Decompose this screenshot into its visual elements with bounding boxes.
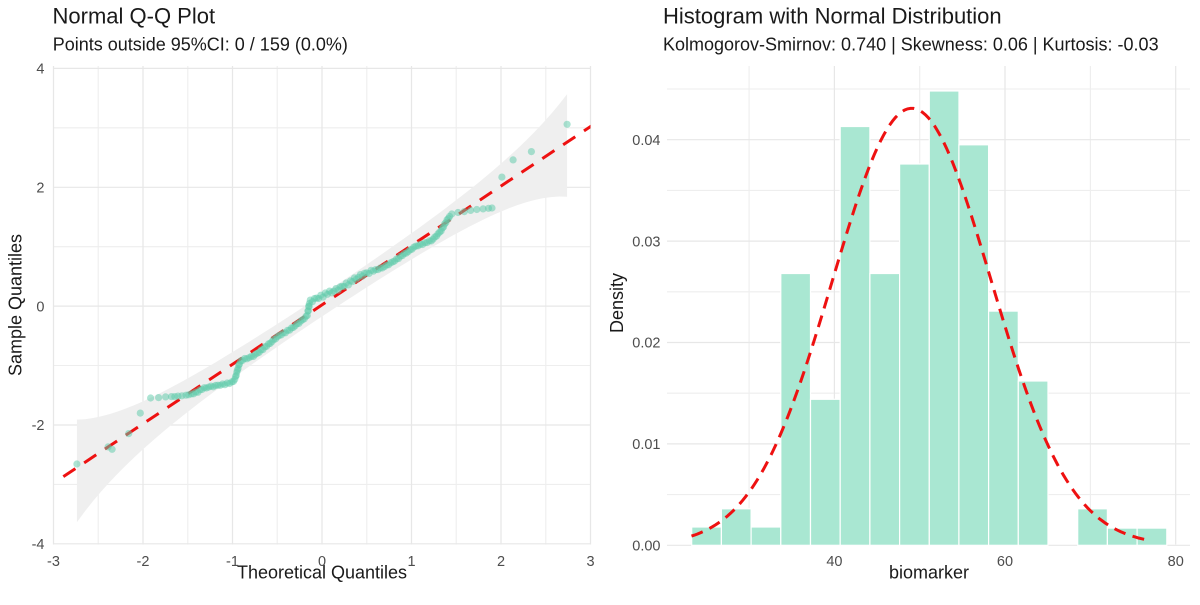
svg-text:Normal Q-Q Plot: Normal Q-Q Plot: [53, 4, 216, 29]
svg-text:2: 2: [36, 181, 44, 197]
svg-text:Sample Quantiles: Sample Quantiles: [6, 234, 26, 376]
svg-text:-3: -3: [47, 554, 60, 570]
svg-text:1: 1: [407, 554, 415, 570]
svg-text:0: 0: [318, 554, 326, 570]
svg-text:0.03: 0.03: [632, 234, 660, 250]
svg-text:Histogram with Normal Distribu: Histogram with Normal Distribution: [663, 4, 1002, 29]
svg-text:Theoretical Quantiles: Theoretical Quantiles: [237, 563, 407, 583]
svg-text:0.04: 0.04: [632, 133, 660, 149]
svg-text:0.01: 0.01: [632, 437, 660, 453]
svg-text:-1: -1: [226, 554, 239, 570]
svg-text:Kolmogorov-Smirnov: 0.740 | Sk: Kolmogorov-Smirnov: 0.740 | Skewness: 0.…: [663, 35, 1159, 55]
svg-text:biomarker: biomarker: [889, 563, 969, 583]
svg-text:-2: -2: [137, 554, 150, 570]
svg-text:0.02: 0.02: [632, 336, 660, 352]
svg-text:0.00: 0.00: [632, 539, 660, 555]
svg-text:0: 0: [36, 299, 44, 315]
svg-text:3: 3: [586, 554, 594, 570]
svg-text:4: 4: [36, 62, 44, 78]
svg-text:Density: Density: [607, 273, 627, 333]
svg-text:60: 60: [997, 554, 1013, 570]
svg-text:-2: -2: [32, 418, 45, 434]
svg-text:2: 2: [497, 554, 505, 570]
svg-text:-4: -4: [32, 537, 45, 553]
svg-text:Points outside 95%CI: 0 / 159: Points outside 95%CI: 0 / 159 (0.0%): [53, 35, 348, 55]
svg-text:40: 40: [826, 554, 842, 570]
svg-text:80: 80: [1168, 554, 1184, 570]
